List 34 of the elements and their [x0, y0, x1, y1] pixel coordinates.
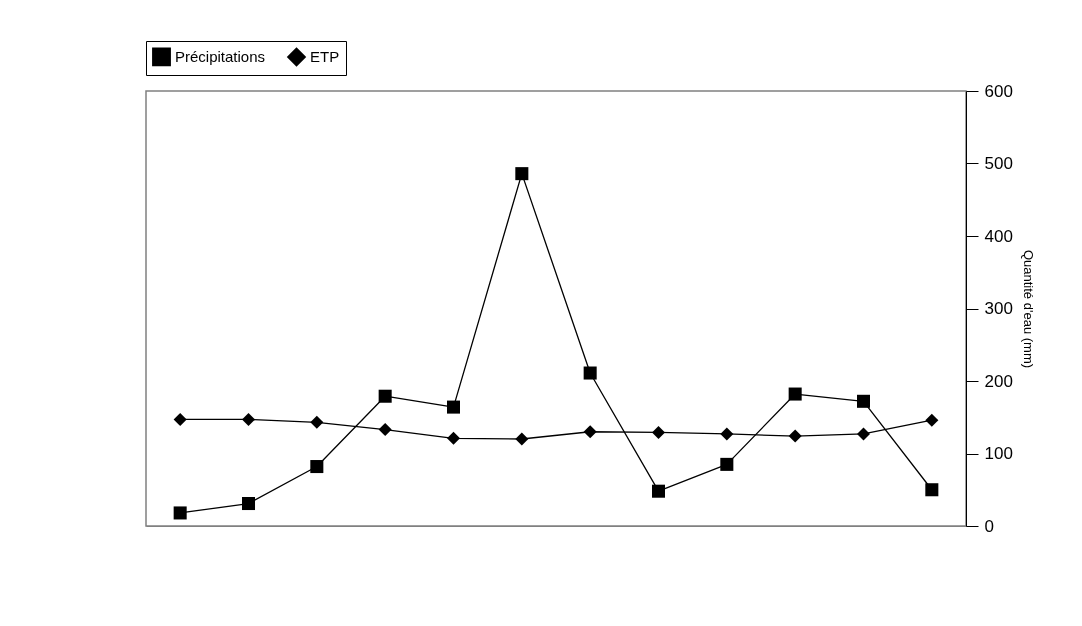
point: [925, 413, 939, 427]
y-tick-label: 400: [984, 226, 1013, 246]
point: [651, 425, 666, 439]
y-tick-label: 500: [984, 154, 1013, 173]
point: [446, 400, 461, 414]
point: [173, 506, 187, 520]
point: [378, 423, 392, 437]
point: [310, 460, 324, 474]
point: [925, 483, 939, 497]
point: [310, 415, 324, 429]
point: [241, 497, 256, 511]
point: [583, 366, 597, 380]
point: [651, 484, 666, 498]
point: [788, 429, 802, 443]
point: [856, 427, 871, 441]
point: [173, 412, 187, 426]
point: [720, 427, 734, 441]
legend-label: Précipitations: [175, 47, 266, 65]
y-tick-label: 600: [984, 81, 1013, 101]
point: [788, 387, 802, 401]
y-tick-label: 0: [984, 516, 994, 536]
y-tick-label: 200: [984, 371, 1013, 391]
y-tick-label: 100: [984, 444, 1013, 463]
point: [378, 389, 392, 403]
y-tick-label: 300: [984, 299, 1013, 318]
point: [583, 425, 597, 439]
legend-label: ETP: [310, 47, 340, 65]
point: [241, 412, 256, 426]
point: [515, 432, 529, 446]
point: [446, 431, 461, 445]
point: [515, 167, 529, 181]
y-axis-title: Quantité d'eau (mm): [1020, 249, 1036, 369]
point: [720, 457, 734, 471]
point: [856, 394, 871, 408]
